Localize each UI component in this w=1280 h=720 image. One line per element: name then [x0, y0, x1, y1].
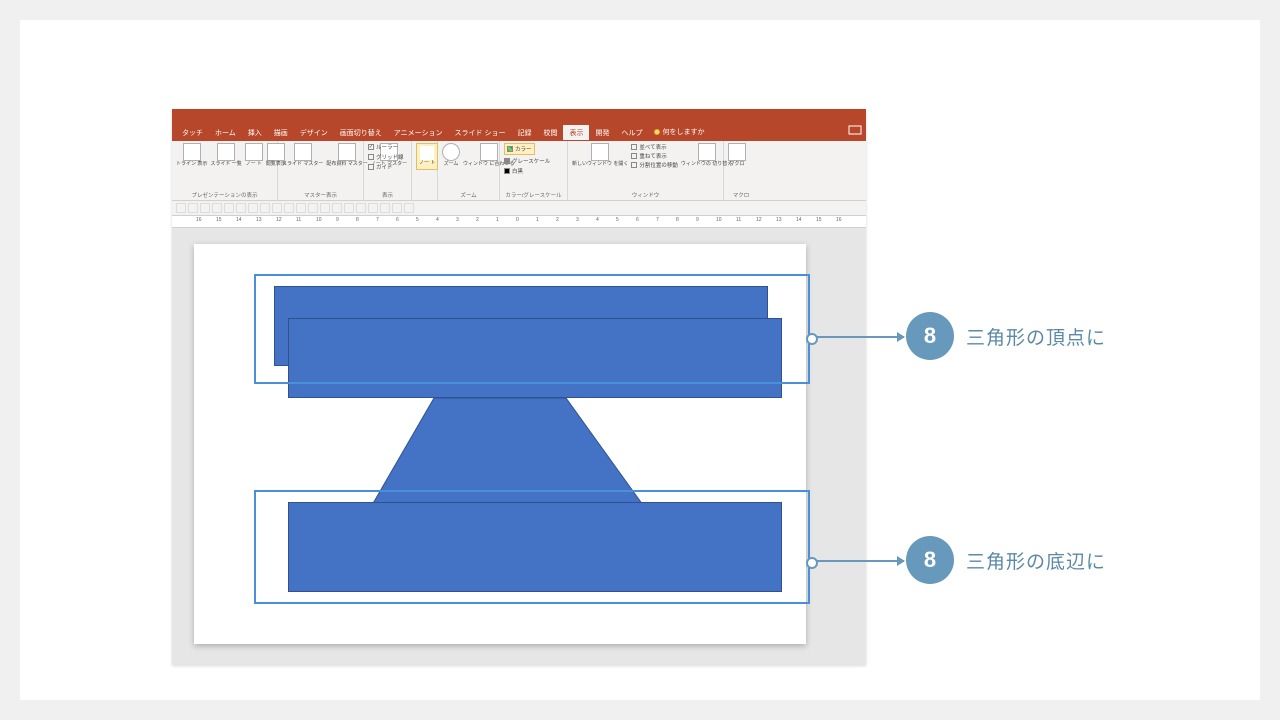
tab-touch[interactable]: タッチ	[176, 125, 209, 140]
powerpoint-window: タッチ ホーム 挿入 描画 デザイン 画面切り替え アニメーション スライド シ…	[172, 109, 866, 665]
fmt-icon[interactable]	[284, 203, 294, 213]
selection-box-bottom[interactable]	[254, 490, 810, 604]
tell-me-label: 何をしますか	[662, 127, 704, 137]
tab-record[interactable]: 記録	[511, 125, 537, 140]
annotation: 8 三角形の底辺に	[906, 536, 1106, 584]
group-label: 表示	[368, 190, 407, 199]
annotation-badge: 8	[906, 312, 954, 360]
fmt-icon[interactable]	[248, 203, 258, 213]
fmt-icon[interactable]	[380, 203, 390, 213]
tab-insert[interactable]: 挿入	[242, 125, 268, 140]
group-label: マクロ	[728, 190, 754, 199]
tab-review[interactable]: 校閲	[537, 125, 563, 140]
btn-macro[interactable]: マクロ	[728, 143, 746, 168]
tab-help[interactable]: ヘルプ	[615, 125, 648, 140]
fmt-icon[interactable]	[200, 203, 210, 213]
group-notes: ノー ト	[412, 141, 438, 200]
fmt-icon[interactable]	[332, 203, 342, 213]
btn-grayscale[interactable]: グレースケール	[504, 157, 550, 165]
group-window: 新しいウィンドウ を開く 並べて表示 重ねて表示 分割位置の移動 ウィンドウの …	[568, 141, 724, 200]
selection-box-top[interactable]	[254, 274, 810, 384]
ribbon-tabs: タッチ ホーム 挿入 描画 デザイン 画面切り替え アニメーション スライド シ…	[172, 123, 866, 141]
tab-view[interactable]: 表示	[563, 125, 589, 140]
fmt-icon[interactable]	[272, 203, 282, 213]
group-label: プレゼンテーションの表示	[176, 190, 273, 199]
group-master-views: スライド マスター 配布資料 マスター ノート マスター マスター表示	[278, 141, 364, 200]
btn-split[interactable]: 分割位置の移動	[631, 161, 678, 169]
tab-home[interactable]: ホーム	[209, 125, 242, 140]
ruler: 1615141312111098765432101234567891011121…	[172, 216, 866, 228]
ribbon: トライン 表示 スライド 一覧 ノー ト 閲覧表示 プレゼンテーションの表示 ス…	[172, 141, 866, 201]
fmt-icon[interactable]	[176, 203, 186, 213]
btn-outline-view[interactable]: トライン 表示	[176, 143, 207, 168]
tab-draw[interactable]: 描画	[268, 125, 294, 140]
group-show: ✓ルーラー グリッド線 ガイド 表示	[364, 141, 412, 200]
annotation-badge: 8	[906, 536, 954, 584]
tab-transitions[interactable]: 画面切り替え	[334, 125, 388, 140]
btn-notes-page[interactable]: ノー ト	[245, 143, 263, 168]
fmt-icon[interactable]	[236, 203, 246, 213]
group-zoom: ズーム ウィンドウ に合わせる ズーム	[438, 141, 500, 200]
share-icon[interactable]	[848, 125, 862, 135]
group-label: ズーム	[442, 190, 495, 199]
group-presentation-views: トライン 表示 スライド 一覧 ノー ト 閲覧表示 プレゼンテーションの表示	[172, 141, 278, 200]
group-label: カラー/グレースケール	[504, 190, 563, 199]
btn-arrange[interactable]: 並べて表示	[631, 143, 678, 151]
fmt-icon[interactable]	[368, 203, 378, 213]
btn-cascade[interactable]: 重ねて表示	[631, 152, 678, 160]
fmt-icon[interactable]	[344, 203, 354, 213]
fmt-icon[interactable]	[296, 203, 306, 213]
slide[interactable]	[194, 244, 806, 644]
btn-zoom[interactable]: ズーム	[442, 143, 460, 168]
format-toolbar	[172, 201, 866, 216]
titlebar	[172, 109, 866, 123]
canvas-area[interactable]	[172, 228, 866, 665]
chk-guides[interactable]: ガイド	[368, 163, 393, 171]
chk-ruler[interactable]: ✓ルーラー	[368, 143, 398, 151]
btn-notes[interactable]: ノー ト	[416, 143, 438, 170]
tab-developer[interactable]: 開発	[589, 125, 615, 140]
group-label: マスター表示	[282, 190, 359, 199]
annotation-text: 三角形の底辺に	[966, 547, 1106, 574]
group-color: カラー グレースケール 白黒 カラー/グレースケール	[500, 141, 568, 200]
btn-slide-master[interactable]: スライド マスター	[282, 143, 323, 168]
connector-line	[810, 336, 904, 338]
fmt-icon[interactable]	[188, 203, 198, 213]
card: タッチ ホーム 挿入 描画 デザイン 画面切り替え アニメーション スライド シ…	[20, 20, 1260, 700]
fmt-icon[interactable]	[212, 203, 222, 213]
connector-line	[810, 560, 904, 562]
fmt-icon[interactable]	[308, 203, 318, 213]
btn-slide-sorter[interactable]: スライド 一覧	[210, 143, 241, 168]
tab-design[interactable]: デザイン	[294, 125, 334, 140]
fmt-icon[interactable]	[224, 203, 234, 213]
annotation-text: 三角形の頂点に	[966, 323, 1106, 350]
chk-gridlines[interactable]: グリッド線	[368, 153, 404, 161]
fmt-icon[interactable]	[320, 203, 330, 213]
fmt-icon[interactable]	[404, 203, 414, 213]
fmt-icon[interactable]	[260, 203, 270, 213]
fmt-icon[interactable]	[356, 203, 366, 213]
btn-handout-master[interactable]: 配布資料 マスター	[326, 143, 367, 168]
tell-me[interactable]: 何をしますか	[654, 127, 704, 137]
fmt-icon[interactable]	[392, 203, 402, 213]
tab-animations[interactable]: アニメーション	[388, 125, 449, 140]
btn-new-window[interactable]: 新しいウィンドウ を開く	[572, 143, 628, 168]
btn-color[interactable]: カラー	[504, 143, 535, 155]
group-label: ウィンドウ	[572, 190, 719, 199]
btn-bw[interactable]: 白黒	[504, 167, 523, 175]
tab-slideshow[interactable]: スライド ショー	[449, 125, 512, 140]
bulb-icon	[654, 129, 660, 135]
group-macro: マクロ マクロ	[724, 141, 758, 200]
annotation: 8 三角形の頂点に	[906, 312, 1106, 360]
